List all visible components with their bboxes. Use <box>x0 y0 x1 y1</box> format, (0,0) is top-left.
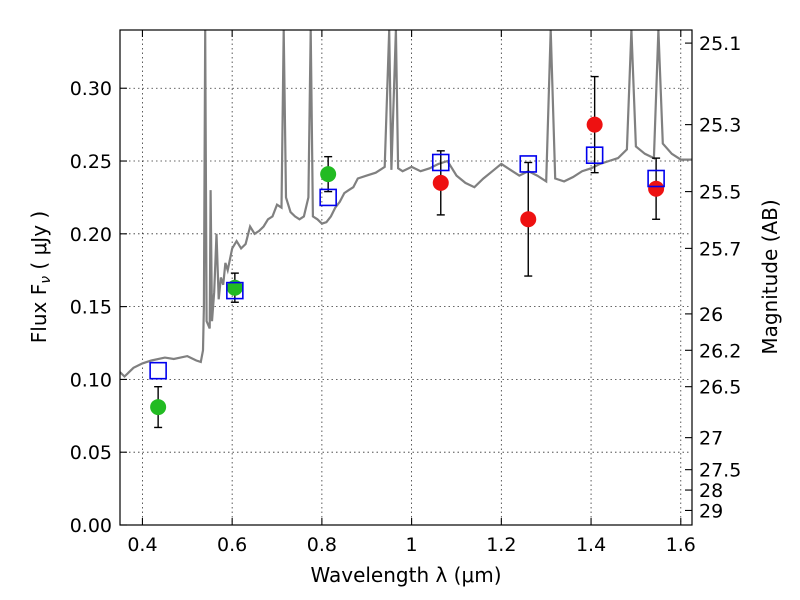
data-point-square <box>431 153 450 172</box>
data-point-circle <box>520 211 537 228</box>
y-axis-label-main: Flux F <box>27 284 51 343</box>
data-point-square <box>647 169 665 188</box>
right-tick-label: 25.3 <box>699 115 741 137</box>
right-tick-label: 29 <box>699 500 723 522</box>
right-tick-label: 26 <box>699 304 723 326</box>
model-spectrum-line <box>120 30 692 379</box>
right-tick-label: 27.5 <box>699 460 741 482</box>
y-tick-label: 0.05 <box>70 442 112 464</box>
y-tick-label: 0.25 <box>70 151 112 173</box>
data-point-square <box>519 155 538 173</box>
x-axis-label: Wavelength λ (μm) <box>310 563 501 587</box>
y-tick-label: 0.00 <box>70 515 112 537</box>
y-tick-label: 0.20 <box>70 224 112 246</box>
right-tick-label: 26.5 <box>699 377 741 399</box>
x-tick-label: 0.8 <box>307 534 337 556</box>
model-spectrum-layer <box>120 30 692 379</box>
data-point-circle <box>320 166 337 183</box>
right-tick-label: 25.5 <box>699 182 741 204</box>
grid-layer <box>120 30 692 526</box>
right-tick-label: 25.7 <box>699 238 741 260</box>
right-axis-label: Magnitude (AB) <box>758 199 782 354</box>
ticks-layer: 0.4 0.6 0.8 1 1.2 1.4 1.6 0.00 0.05 0.10 0.15 0.20 0… <box>70 30 741 556</box>
y-tick-label: 0.15 <box>70 297 112 319</box>
right-tick-label: 28 <box>699 480 723 502</box>
y-axis-label-sub: ν <box>38 276 54 284</box>
x-tick-label: 1.4 <box>576 534 606 556</box>
data-point-circle <box>150 399 167 416</box>
data-point-square <box>226 281 244 300</box>
y-tick-label: 0.10 <box>70 369 112 391</box>
data-point-circle <box>648 180 665 197</box>
x-tick-label: 1.6 <box>666 534 696 556</box>
x-tick-label: 1.2 <box>486 534 516 556</box>
plot-frame <box>119 29 693 526</box>
right-tick-label: 25.1 <box>699 33 741 55</box>
x-tick-label: 1 <box>406 534 418 556</box>
data-point-circle <box>432 174 449 191</box>
x-tick-label: 0.6 <box>217 534 247 556</box>
y-tick-label: 0.30 <box>70 78 112 100</box>
data-point-square <box>319 188 337 207</box>
data-point-square <box>585 146 604 165</box>
y-axis-label: Flux Fν ( μJy ) <box>27 211 54 343</box>
x-tick-label: 0.4 <box>127 534 157 556</box>
y-axis-label-unit: ( μJy ) <box>27 211 51 276</box>
data-point-circle <box>226 279 243 296</box>
data-point-square <box>149 361 167 380</box>
right-tick-label: 26.2 <box>699 340 741 362</box>
data-points-layer <box>149 75 665 429</box>
right-tick-label: 27 <box>699 428 723 450</box>
data-point-circle <box>586 116 603 133</box>
